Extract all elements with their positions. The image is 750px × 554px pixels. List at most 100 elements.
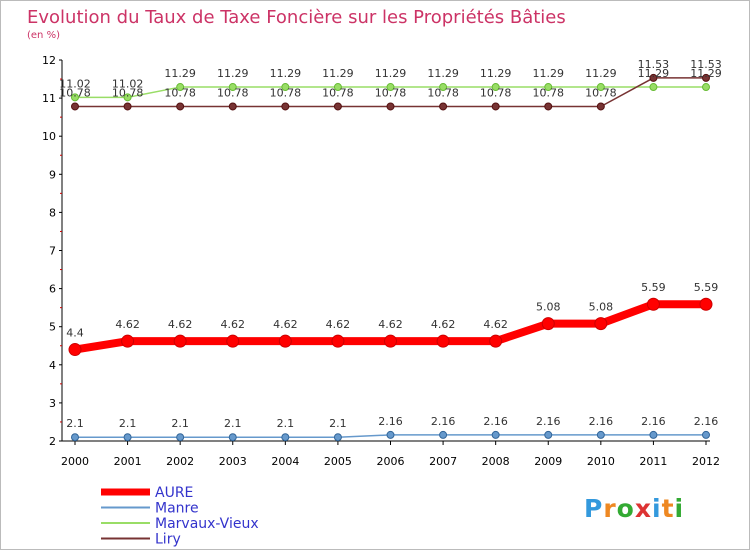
data-point: [123, 102, 132, 111]
data-point: [173, 334, 187, 348]
x-tick-label: 2003: [219, 455, 247, 468]
data-point: [71, 93, 79, 102]
series-marvaux-vieux: [71, 83, 710, 102]
x-tick-label: 2007: [429, 455, 457, 468]
data-point: [71, 433, 79, 442]
data-point: [596, 430, 605, 439]
data-label: 11.02: [112, 77, 144, 90]
data-point: [123, 93, 132, 102]
data-label: 11.29: [322, 67, 354, 80]
legend-label: Liry: [155, 532, 181, 548]
data-point: [176, 102, 185, 111]
data-point: [176, 433, 185, 442]
data-point: [333, 83, 342, 92]
data-label: 2.16: [431, 415, 456, 428]
data-label: 2.1: [224, 417, 242, 430]
data-label: 10.78: [59, 86, 91, 99]
y-tick-label: 2: [49, 435, 56, 448]
data-point: [386, 102, 395, 111]
x-tick-label: 2008: [482, 455, 510, 468]
legend-item: Marvaux-Vieux: [101, 516, 259, 532]
data-label: 4.62: [431, 318, 456, 331]
data-label: 4.62: [168, 318, 193, 331]
data-point: [123, 433, 132, 442]
data-point: [121, 334, 135, 348]
data-point: [281, 102, 290, 111]
data-label: 11.29: [638, 67, 670, 80]
x-tick-label: 2004: [271, 455, 299, 468]
data-point: [544, 83, 553, 92]
data-label: 11.29: [427, 67, 459, 80]
proxiti-logo: Proxiti: [584, 494, 684, 523]
data-label: 11.29: [375, 67, 407, 80]
chart-subtitle: (en %): [27, 30, 60, 41]
data-label: 2.16: [483, 415, 508, 428]
data-label: 11.53: [690, 58, 722, 71]
series-liry: [71, 73, 710, 111]
data-point: [333, 433, 342, 442]
data-point: [228, 83, 237, 92]
data-point: [228, 102, 237, 111]
data-label: 5.08: [536, 301, 561, 314]
legend-label: AURE: [155, 485, 193, 501]
data-label: 11.29: [164, 67, 196, 80]
series-aure: [68, 297, 713, 357]
x-tick-label: 2010: [587, 455, 615, 468]
data-point: [649, 83, 658, 92]
data-point: [386, 83, 395, 92]
legend-label: Marvaux-Vieux: [155, 516, 259, 532]
y-tick-label: 3: [49, 397, 56, 410]
data-point: [596, 102, 605, 111]
y-tick-label: 12: [42, 54, 56, 67]
data-label: 4.62: [221, 318, 246, 331]
data-label: 5.59: [641, 281, 666, 294]
y-tick-label: 5: [49, 321, 56, 334]
data-label: 4.62: [273, 318, 298, 331]
data-label: 2.16: [589, 415, 614, 428]
data-label: 2.16: [536, 415, 561, 428]
data-label: 10.78: [112, 86, 144, 99]
data-point: [491, 102, 500, 111]
y-tick-label: 8: [49, 206, 56, 219]
data-label: 10.78: [164, 86, 196, 99]
data-label: 2.1: [171, 417, 189, 430]
data-label: 11.29: [480, 67, 512, 80]
data-label: 11.29: [690, 67, 722, 80]
y-tick-label: 11: [42, 92, 56, 105]
data-point: [278, 334, 292, 348]
data-label: 2.1: [66, 417, 84, 430]
data-label: 4.4: [66, 327, 84, 340]
x-tick-label: 2012: [692, 455, 720, 468]
data-point: [491, 430, 500, 439]
chart-title: Evolution du Taux de Taxe Foncière sur l…: [27, 7, 566, 28]
y-tick-label: 10: [42, 130, 56, 143]
data-label: 11.29: [533, 67, 565, 80]
data-label: 11.29: [585, 67, 617, 80]
series-manre: [71, 430, 710, 442]
data-label: 2.1: [119, 417, 137, 430]
data-point: [436, 334, 450, 348]
data-point: [386, 430, 395, 439]
data-label: 2.16: [694, 415, 719, 428]
x-tick-label: 2000: [61, 455, 89, 468]
data-point: [699, 297, 713, 311]
data-point: [646, 297, 660, 311]
logo-text: Proxiti: [584, 494, 684, 523]
data-label: 11.29: [217, 67, 249, 80]
data-label: 4.62: [326, 318, 351, 331]
y-tick-label: 7: [49, 245, 56, 258]
legend-item: Liry: [101, 532, 181, 548]
data-point: [71, 102, 79, 111]
x-tick-label: 2011: [639, 455, 667, 468]
y-tick-label: 6: [49, 283, 56, 296]
x-tick-label: 2001: [114, 455, 142, 468]
legend-label: Manre: [155, 501, 199, 517]
data-label: 10.78: [270, 86, 302, 99]
legend-item: AURE: [101, 485, 193, 501]
data-point: [649, 430, 658, 439]
data-point: [439, 430, 448, 439]
